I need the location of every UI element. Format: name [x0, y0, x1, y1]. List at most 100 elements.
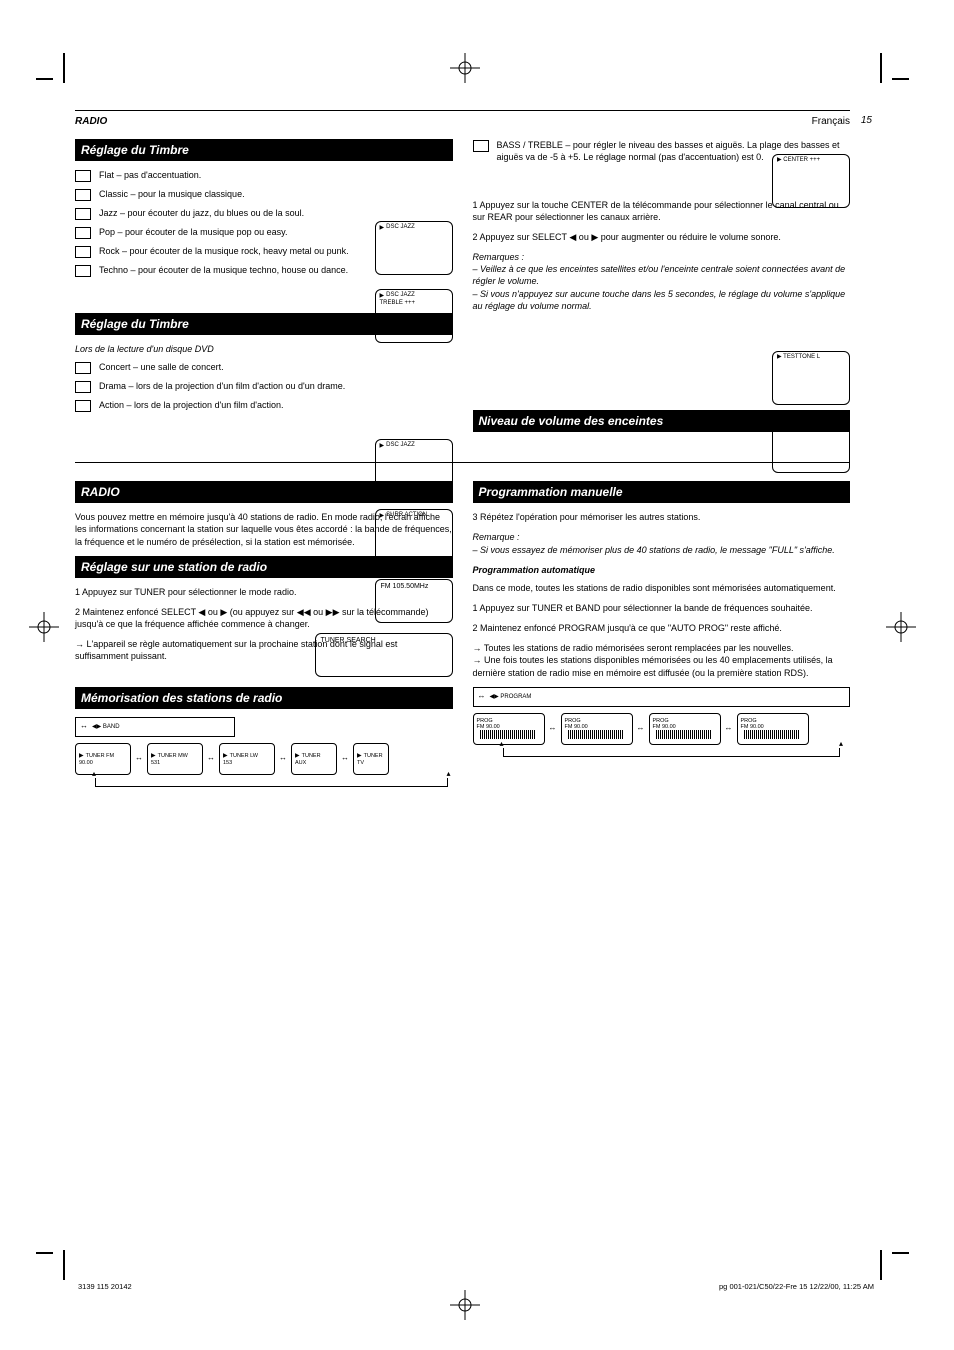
barcode-icon [480, 730, 536, 739]
flow-node: PROGFM 90.00 [561, 713, 633, 745]
flow-diagram-right: ↔◀▶ PROGRAM PROGFM 90.00 ↔ PROGFM 90.00 … [473, 687, 851, 777]
barcode-icon [568, 730, 624, 739]
bottom-meta: 3139 115 20142 pg 001-021/C50/22-Fre 15 … [78, 1282, 874, 1292]
play-icon: ▶ [380, 292, 385, 300]
heading-tune: Réglage sur une station de radio [75, 556, 453, 578]
step-text: 1 Appuyez sur TUNER et BAND pour sélecti… [473, 602, 851, 614]
step-text: 2 Appuyez sur SELECT ◀ ou ▶ pour augment… [473, 231, 851, 243]
checkbox-label: Jazz – pour écouter du jazz, du blues ou… [99, 207, 453, 219]
flow-top: ↔◀▶ PROGRAM [473, 687, 851, 707]
flow-node: ▶TUNER LW153 [219, 743, 275, 775]
crop-mark [36, 78, 53, 80]
heading-radio: RADIO [75, 481, 453, 503]
display-snippet: ▶ CENTER +++ [772, 419, 850, 473]
step-text: 2 Maintenez enfoncé PROGRAM jusqu'à ce q… [473, 622, 851, 634]
flow-top-label: ◀▶ BAND [92, 723, 120, 731]
checkbox-icon [75, 246, 91, 258]
header-left: RADIO [75, 115, 107, 129]
play-icon: ▶ [223, 753, 228, 759]
registration-mark-right [886, 612, 916, 642]
barcode-icon [656, 730, 712, 739]
flow-node: ▶TUNER FM90.00 [75, 743, 131, 775]
lr-arrow-icon: ↔ [207, 753, 215, 764]
subheading: Lors de la lecture d'un disque DVD [75, 343, 453, 355]
play-icon: ▶ [295, 753, 300, 759]
checkbox-row: Action – lors de la projection d'un film… [75, 399, 453, 412]
checkbox-row: Concert – une salle de concert. [75, 361, 453, 374]
lr-arrow-icon: ↔ [341, 753, 349, 764]
play-icon: ▶ [151, 753, 156, 759]
checkbox-row: Flat – pas d'accentuation. [75, 169, 453, 182]
checkbox-label: Classic – pour la musique classique. [99, 188, 453, 200]
step-text: 3 Répétez l'opération pour mémoriser les… [473, 511, 851, 523]
checkbox-icon [75, 400, 91, 412]
checkbox-icon [75, 227, 91, 239]
checkbox-label: Flat – pas d'accentuation. [99, 169, 453, 181]
display-text: ▶ CENTER +++ [777, 157, 845, 164]
registration-mark-top [450, 53, 480, 83]
display-snippet: TUNER SEARCH [315, 633, 453, 677]
flow-node: PROGFM 90.00 [737, 713, 809, 745]
registration-mark-left [29, 612, 59, 642]
crop-mark [63, 1250, 65, 1280]
checkbox-row: Jazz – pour écouter du jazz, du blues ou… [75, 207, 453, 220]
display-snippet: FM 105.50MHz [375, 579, 453, 623]
display-text: TUNER SEARCH [321, 637, 447, 645]
upper-right-column: BASS / TREBLE – pour régler le niveau de… [473, 139, 851, 441]
display-snippet: ▶DSC JAZZ [375, 221, 453, 275]
heading-memo: Mémorisation des stations de radio [75, 687, 453, 709]
header-right: Français [812, 115, 850, 129]
lr-arrow-icon: ↔ [80, 721, 88, 732]
checkbox-row: Classic – pour la musique classique. [75, 188, 453, 201]
lr-arrow-icon: ↔ [637, 723, 645, 734]
display-text: ▶ TESTTONE L [777, 354, 845, 361]
play-icon: ▶ [380, 224, 385, 232]
heading-prog-man: Programmation manuelle [473, 481, 851, 503]
display-snippet: ▶ TESTTONE L [772, 351, 850, 405]
checkbox-icon [75, 265, 91, 277]
bottom-left-meta: 3139 115 20142 [78, 1282, 132, 1292]
display-snippet: ▶ CENTER +++ [772, 154, 850, 208]
display-text: FM 105.50MHz [381, 583, 447, 591]
flow-node: PROGFM 90.00 [649, 713, 721, 745]
lr-arrow-icon: ↔ [135, 753, 143, 764]
barcode-icon [744, 730, 800, 739]
checkbox-icon [75, 170, 91, 182]
flow-top: ↔ ◀▶ BAND [75, 717, 235, 737]
checkbox-icon [473, 140, 489, 152]
paragraph: Dans ce mode, toutes les stations de rad… [473, 582, 851, 594]
upper-left-column: Réglage du Timbre Flat – pas d'accentuat… [75, 139, 453, 441]
checkbox-label: Drama – lors de la projection d'un film … [99, 380, 453, 392]
crop-mark [880, 53, 882, 83]
flow-top-label: ◀▶ PROGRAM [490, 693, 532, 701]
bottom-right-meta: pg 001-021/C50/22-Fre 15 12/22/00, 11:25… [719, 1282, 874, 1292]
flow-node: ▶TUNERAUX [291, 743, 337, 775]
flow-node: ▶TUNER MW531 [147, 743, 203, 775]
play-icon: ▶ [79, 753, 84, 759]
note-text: Remarques : – Veillez à ce que les encei… [473, 251, 851, 312]
paragraph: Vous pouvez mettre en mémoire jusqu'à 40… [75, 511, 453, 547]
crop-mark [63, 53, 65, 83]
checkbox-label: Action – lors de la projection d'un film… [99, 399, 453, 411]
display-text: DSC JAZZ [386, 442, 415, 449]
flow-diagram-left: ↔ ◀▶ BAND ▶TUNER FM90.00 ↔ ▶TUNER MW531 ↔… [75, 717, 453, 807]
checkbox-label: Concert – une salle de concert. [99, 361, 453, 373]
display-text: ▶ CENTER +++ [777, 422, 845, 429]
flow-node: ▶TUNERTV [353, 743, 389, 775]
heading-timbre: Réglage du Timbre [75, 139, 453, 161]
flow-return-arrow: ▴ ▴ [503, 747, 841, 757]
flow-node: PROGFM 90.00 [473, 713, 545, 745]
lower-left-column: RADIO Vous pouvez mettre en mémoire jusq… [75, 481, 453, 807]
registration-mark-bottom [450, 1290, 480, 1320]
lr-arrow-icon: ↔ [279, 753, 287, 764]
crop-mark [880, 1250, 882, 1280]
crop-mark [892, 78, 909, 80]
display-text: TREBLE +++ [380, 300, 448, 307]
lr-arrow-icon: ↔ [549, 723, 557, 734]
checkbox-row: Drama – lors de la projection d'un film … [75, 380, 453, 393]
display-text: DSC JAZZ [386, 224, 415, 231]
note-text: Remarque : – Si vous essayez de mémorise… [473, 531, 851, 555]
play-icon: ▶ [357, 753, 362, 759]
checkbox-icon [75, 362, 91, 374]
page-number: 15 [861, 114, 872, 128]
